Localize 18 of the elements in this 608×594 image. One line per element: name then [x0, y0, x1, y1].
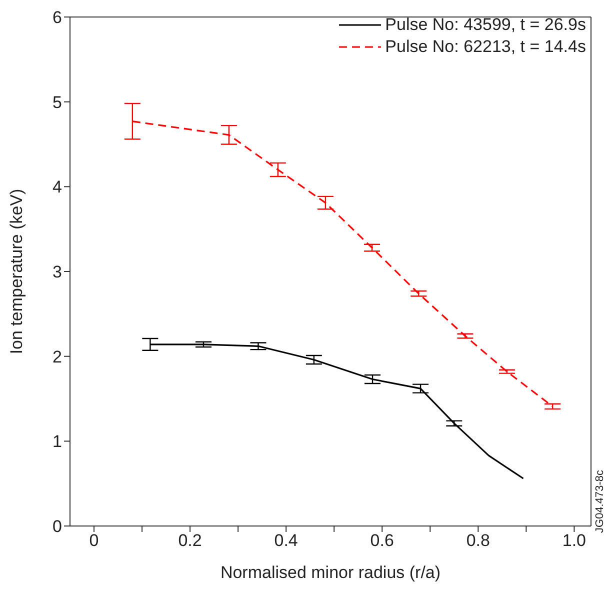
text: JG04.473-8c [594, 470, 606, 533]
x-tick-label: 0.4 [274, 531, 298, 550]
y-tick-label: 2 [52, 347, 62, 366]
y-axis-title: Ion temperature (keV) [7, 188, 26, 354]
x-tick-label: 0.6 [370, 531, 394, 550]
x-tick-label: 0.2 [178, 531, 202, 550]
x-axis-title: Normalised minor radius (r/a) [220, 563, 441, 582]
y-tick-label: 4 [52, 178, 62, 197]
x-tick-label: 0 [89, 531, 99, 550]
y-tick-label: 3 [52, 262, 62, 282]
x-tick-label: 0.8 [466, 531, 490, 550]
y-tick-label: 0 [52, 517, 62, 536]
x-tick-label: 1.0 [562, 531, 586, 550]
y-tick-label: 5 [52, 92, 62, 112]
y-tick-label: 6 [52, 8, 62, 28]
legend-label: Pulse No: 62213, t = 14.4s [385, 36, 586, 58]
legend-label: Pulse No: 43599, t = 26.9s [385, 14, 586, 36]
y-tick-label: 1 [52, 432, 62, 452]
